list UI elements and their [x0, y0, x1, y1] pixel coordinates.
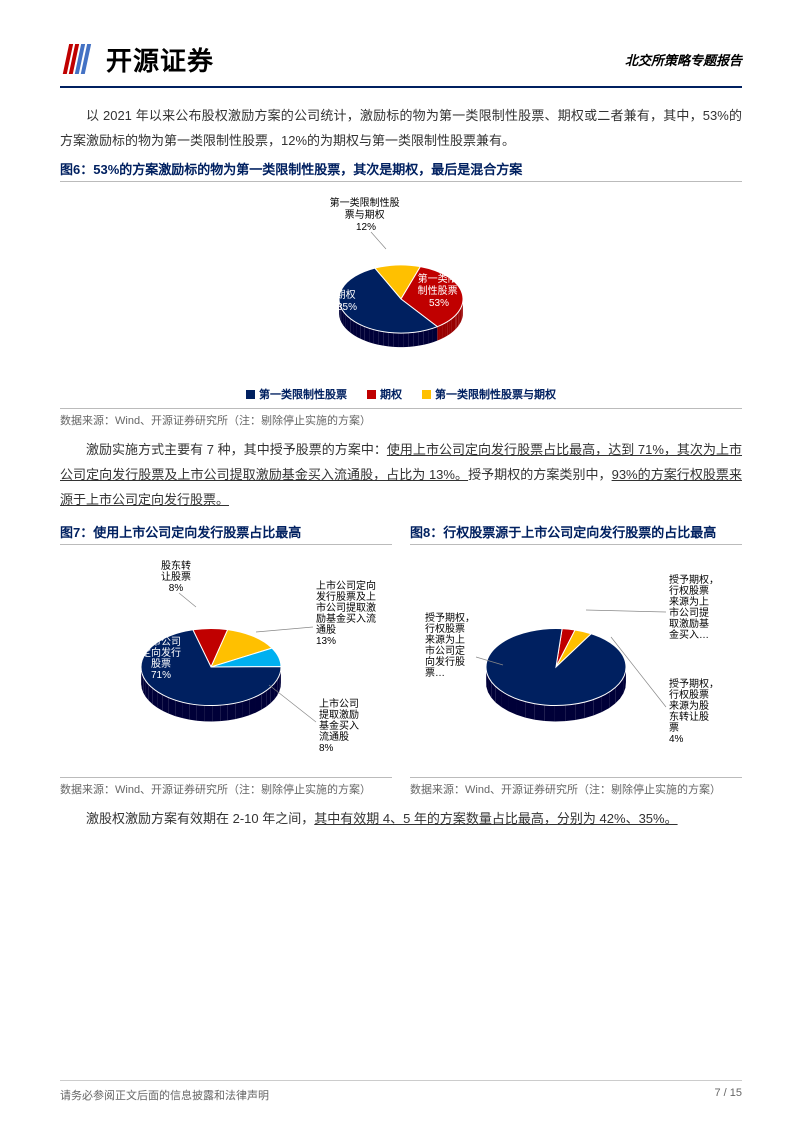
paragraph-2: 激励实施方式主要有 7 种，其中授予股票的方案中：使用上市公司定向发行股票占比最…	[60, 438, 742, 512]
fig7-title: 图7：使用上市公司定向发行股票占比最高	[60, 522, 392, 545]
fig8-label-1: 授予期权，行权股票来源为上市公司提取激励基金买入…	[669, 573, 719, 641]
fig8-source: 数据来源：Wind、开源证券研究所（注：剔除停止实施的方案）	[410, 777, 742, 797]
para2-pre: 激励实施方式主要有 7 种，其中授予股票的方案中：	[86, 442, 387, 457]
fig6-legend-item: 期权	[380, 386, 402, 402]
page-header: 开源证券 北交所策略专题报告	[60, 40, 742, 88]
paragraph-3: 激股权激励方案有效期在 2-10 年之间，其中有效期 4、5 年的方案数量占比最…	[60, 807, 742, 832]
fig6-legend-item: 第一类限制性股票与期权	[435, 386, 556, 402]
company-name: 开源证券	[106, 41, 214, 78]
fig6-legend-item: 第一类限制性股票	[259, 386, 347, 402]
fig7-source: 数据来源：Wind、开源证券研究所（注：剔除停止实施的方案）	[60, 777, 392, 797]
page-footer: 请务必参阅正文后面的信息披露和法律声明 7 / 15	[60, 1080, 742, 1103]
footer-page: 7 / 15	[714, 1087, 742, 1103]
fig6-title: 图6：53%的方案激励标的物为第一类限制性股票，其次是期权，最后是混合方案	[60, 159, 742, 182]
fig8-label-3: 授予期权，行权股票来源为上市公司定向发行股票…	[425, 611, 475, 679]
paragraph-1: 以 2021 年以来公布股权激励方案的公司统计，激励标的物为第一类限制性股票、期…	[60, 104, 742, 153]
fig8-title: 图8：行权股票源于上市公司定向发行股票的占比最高	[410, 522, 742, 545]
fig7-label-3: 上市公司提取激励基金买入流通股8%	[319, 697, 359, 754]
para2-mid: 授予期权的方案类别中，	[468, 467, 612, 482]
fig8-block: 图8：行权股票源于上市公司定向发行股票的占比最高 授予期权，行权股票来源为上市公…	[410, 518, 742, 797]
fig8-chart: 授予期权，行权股票来源为上市公司提取激励基金买入… 授予期权，行权股票来源为股东…	[410, 551, 742, 773]
fig6-source: 数据来源：Wind、开源证券研究所（注：剔除停止实施的方案）	[60, 408, 742, 428]
fig6-chart: 第一类限制性股 票与期权 12% 期权 35% 第一类限 制性股票 53%	[60, 188, 742, 380]
logo: 开源证券	[60, 40, 214, 78]
para3-pre: 激股权激励方案有效期在 2-10 年之间，	[86, 811, 314, 826]
para3-u: 其中有效期 4、5 年的方案数量占比最高，分别为 42%、35%。	[314, 811, 677, 826]
fig7-label-1: 股东转让股票8%	[161, 559, 191, 594]
footer-disclaimer: 请务必参阅正文后面的信息披露和法律声明	[60, 1087, 269, 1103]
logo-icon	[60, 40, 98, 78]
fig6-label-mixed: 第一类限制性股 票与期权 12%	[330, 196, 403, 233]
fig8-label-2: 授予期权，行权股票来源为股东转让股票4%	[669, 677, 719, 745]
fig7-block: 图7：使用上市公司定向发行股票占比最高 股东转让股票8% 上市公司定向发行股票及…	[60, 518, 392, 797]
fig7-chart: 股东转让股票8% 上市公司定向发行股票及上市公司提取激励基金买入流通股13% 上…	[60, 551, 392, 773]
fig6-legend: 第一类限制性股票 期权 第一类限制性股票与期权	[60, 386, 742, 402]
fig6-label-option: 期权 35%	[336, 288, 359, 313]
fig7-label-2: 上市公司定向发行股票及上市公司提取激励基金买入流通股13%	[316, 579, 376, 647]
doc-type: 北交所策略专题报告	[625, 50, 742, 69]
